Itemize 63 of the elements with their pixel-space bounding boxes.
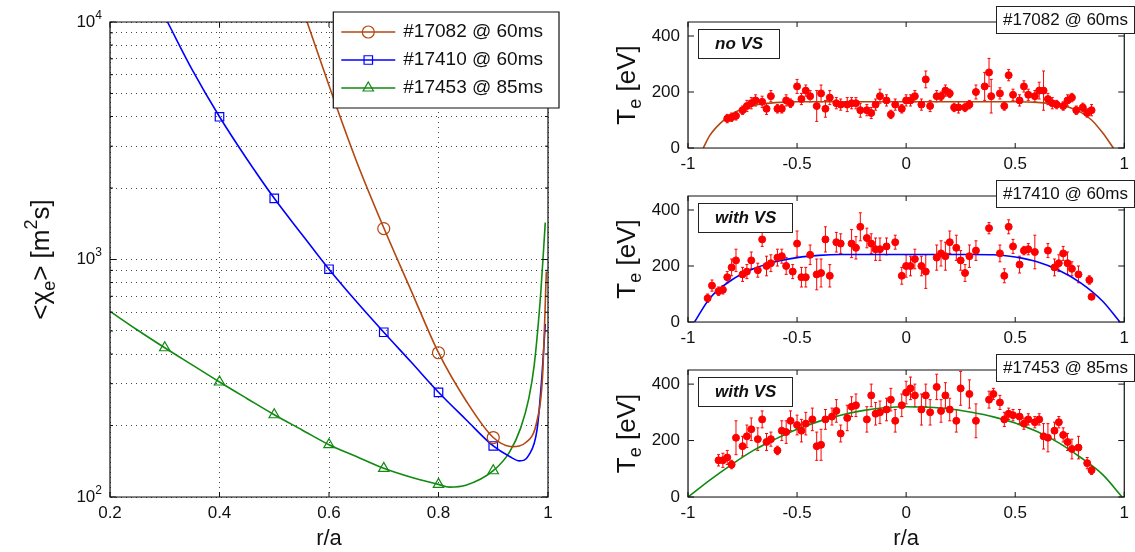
y-axis-title: Te [eV]	[611, 393, 645, 474]
x-tick-label: -1	[680, 502, 696, 522]
y-tick-label: 200	[651, 430, 681, 450]
point	[324, 264, 334, 275]
point	[488, 441, 499, 451]
y-tick-label: 400	[651, 373, 681, 393]
point	[213, 375, 226, 386]
y-axis-title: Te [eV]	[611, 45, 645, 125]
y-tick-label: 0	[670, 311, 681, 331]
y-tick-label: 200	[651, 81, 681, 101]
annotation: no VS	[698, 29, 781, 59]
x-tick-label: 0.5	[1003, 502, 1028, 522]
point	[377, 461, 390, 472]
x-tick-label: -0.5	[782, 327, 812, 347]
legend-label: #17453 @ 85ms	[403, 76, 544, 98]
line-series	[166, 22, 547, 462]
point	[268, 408, 281, 419]
x-tick-label: 1	[1119, 327, 1130, 347]
point	[158, 341, 171, 352]
x-tick-label: 1	[1119, 502, 1130, 522]
y-tick-label: 0	[670, 486, 681, 506]
legend-label: #17410 @ 60ms	[403, 48, 544, 70]
point	[377, 221, 391, 236]
point	[214, 111, 225, 122]
y-tick-label: 400	[651, 199, 681, 219]
x-tick-label: -0.5	[782, 502, 812, 522]
x-axis-title: r/a	[316, 525, 343, 551]
point	[486, 430, 500, 445]
line-series	[110, 221, 547, 488]
y-tick-label: 200	[651, 255, 681, 275]
x-tick-label: 0.6	[317, 502, 341, 522]
x-tick-label: 0.5	[1003, 153, 1028, 173]
y-tick-label: 400	[651, 25, 681, 45]
point	[378, 327, 389, 338]
x-tick-label: -1	[680, 153, 696, 173]
x-tick-label: 1	[1119, 153, 1130, 173]
annotation: with VS	[698, 377, 794, 407]
x-tick-label: 0	[901, 153, 911, 173]
annotation: #17410 @ 60ms	[995, 180, 1135, 208]
x-tick-label: 1	[543, 502, 553, 522]
annotation: with VS	[698, 203, 794, 233]
y-axis-title: <χe> [m2s]	[20, 199, 59, 320]
annotation: #17453 @ 85ms	[995, 354, 1135, 382]
x-tick-label: -1	[680, 327, 696, 347]
y-tick-label: 0	[670, 137, 681, 157]
y-axis-title: Te [eV]	[611, 219, 645, 299]
x-tick-label: -0.5	[782, 153, 812, 173]
x-axis-title: r/a	[893, 525, 920, 551]
legend-label: #17082 @ 60ms	[403, 20, 544, 42]
x-tick-label: 0	[901, 327, 911, 347]
line-series	[306, 22, 548, 448]
x-tick-label: 0.8	[426, 502, 451, 522]
x-tick-label: 0.2	[98, 502, 122, 522]
point	[269, 193, 280, 204]
x-tick-label: 0	[901, 502, 911, 522]
point	[323, 438, 335, 449]
x-tick-label: 0.5	[1003, 327, 1028, 347]
annotation: #17082 @ 60ms	[995, 6, 1135, 34]
point	[431, 346, 446, 360]
x-tick-label: 0.4	[207, 502, 232, 522]
point	[487, 464, 500, 475]
point	[432, 477, 445, 488]
point	[433, 387, 444, 398]
